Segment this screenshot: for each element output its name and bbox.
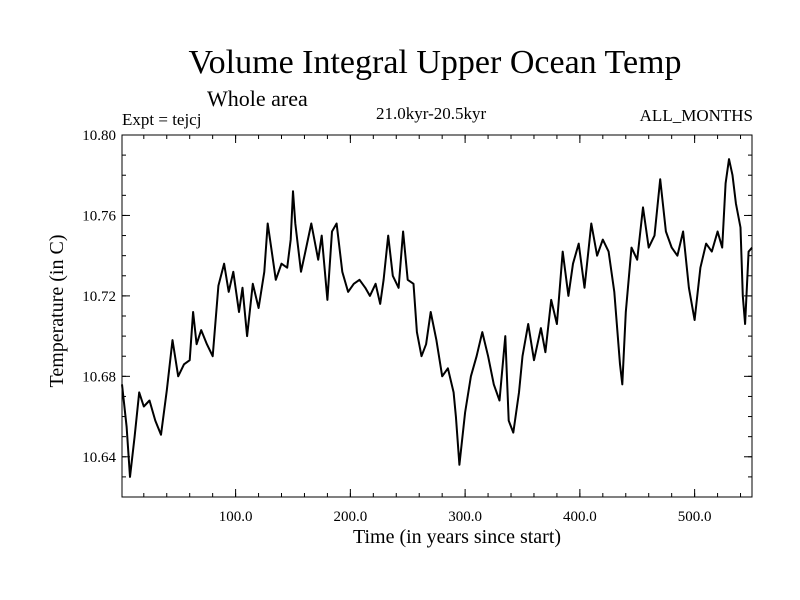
- y-axis-label: Temperature (in C): [46, 235, 68, 388]
- y-tick-label: 10.76: [82, 208, 116, 224]
- chart-title: Volume Integral Upper Ocean Temp: [188, 44, 682, 81]
- x-tick-label: 400.0: [563, 509, 597, 525]
- y-tick-label: 10.64: [82, 450, 116, 466]
- experiment-label: Expt = tejcj: [122, 110, 202, 129]
- x-tick-label: 100.0: [219, 509, 253, 525]
- x-tick-label: 500.0: [678, 509, 712, 525]
- plot-area: [121, 158, 753, 478]
- chart-subtitle: Whole area: [207, 86, 308, 111]
- period-label: 21.0kyr-20.5kyr: [376, 104, 487, 123]
- series-line: [121, 158, 753, 478]
- y-tick-label: 10.68: [82, 369, 116, 385]
- y-tick-label: 10.72: [82, 289, 116, 305]
- y-tick-label: 10.80: [82, 128, 116, 144]
- x-tick-label: 200.0: [333, 509, 367, 525]
- x-tick-label: 300.0: [448, 509, 482, 525]
- months-label: ALL_MONTHS: [639, 106, 753, 125]
- x-axis-label: Time (in years since start): [353, 526, 561, 548]
- axis-ticks: 100.0 200.0 300.0 400.0 500.0 10.64 10.68 10.72…: [82, 128, 752, 525]
